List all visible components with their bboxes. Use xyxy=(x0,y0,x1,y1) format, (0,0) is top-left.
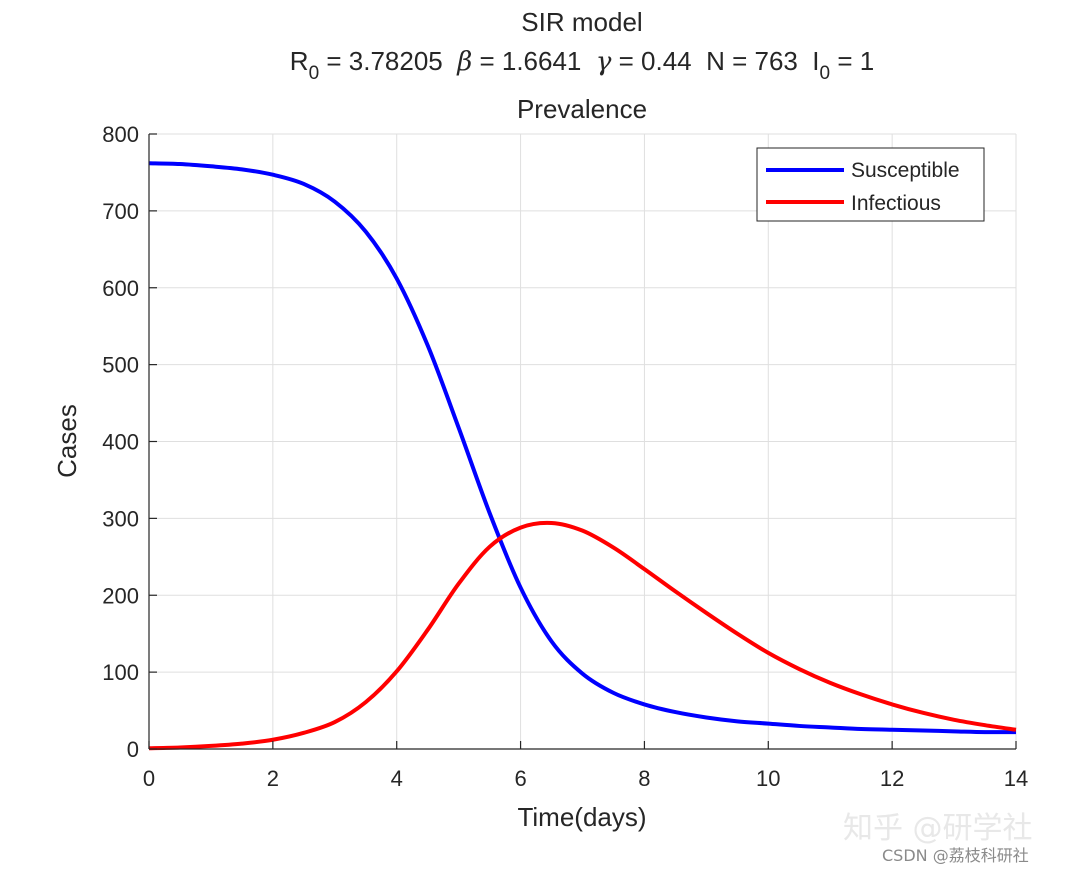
x-tick-label: 2 xyxy=(267,766,279,791)
y-tick-label: 600 xyxy=(102,276,139,301)
beta-symbol: β xyxy=(456,47,472,77)
y-tick-label: 0 xyxy=(127,737,139,762)
x-axis-label: Time(days) xyxy=(517,802,646,832)
watermark-main: 知乎 @研学社 xyxy=(843,811,1033,846)
series-line-susceptible xyxy=(148,161,1017,735)
x-tick-label: 4 xyxy=(391,766,403,791)
legend: Susceptible Infectious xyxy=(756,147,985,222)
legend-label-infectious: Infectious xyxy=(851,192,941,215)
tick-labels: 0 2 4 6 8 10 12 14 0 100 200 300 400 500 600 700 800 xyxy=(102,122,1028,791)
gamma-symbol: γ xyxy=(596,47,612,77)
x-tick-label: 10 xyxy=(756,766,780,791)
y-tick-label: 200 xyxy=(102,583,139,608)
y-tick-label: 700 xyxy=(102,199,139,224)
y-tick-label: 800 xyxy=(102,122,139,147)
r0-value: = 3.78205 xyxy=(319,46,457,76)
legend-label-susceptible: Susceptible xyxy=(851,159,960,182)
y-axis-label: Cases xyxy=(52,404,82,478)
chart-title-line1: SIR model xyxy=(521,7,642,37)
gamma-value: = 0.44 N = 763 I xyxy=(611,46,819,76)
watermark-sub: CSDN @荔枝科研社 xyxy=(882,846,1029,865)
y-tick-label: 100 xyxy=(102,660,139,685)
beta-value: = 1.6641 xyxy=(472,46,596,76)
x-tick-label: 6 xyxy=(514,766,526,791)
x-tick-label: 14 xyxy=(1004,766,1028,791)
r0-label: R xyxy=(290,46,309,76)
y-tick-label: 500 xyxy=(102,353,139,378)
y-tick-label: 400 xyxy=(102,430,139,455)
x-tick-label: 8 xyxy=(638,766,650,791)
series-line-infectious xyxy=(148,520,1017,751)
x-tick-label: 12 xyxy=(880,766,904,791)
legend-box xyxy=(756,147,985,222)
chart-title-prevalence: Prevalence xyxy=(517,94,647,124)
chart-title-parameters: R0 = 3.78205 β = 1.6641 γ = 0.44 N = 763… xyxy=(290,46,874,84)
x-tick-label: 0 xyxy=(143,766,155,791)
y-tick-label: 300 xyxy=(102,506,139,531)
i0-value: = 1 xyxy=(830,46,874,76)
i0-subscript: 0 xyxy=(820,63,831,84)
axes xyxy=(148,133,1017,750)
r0-subscript: 0 xyxy=(309,63,320,84)
series-layer xyxy=(148,161,1017,751)
